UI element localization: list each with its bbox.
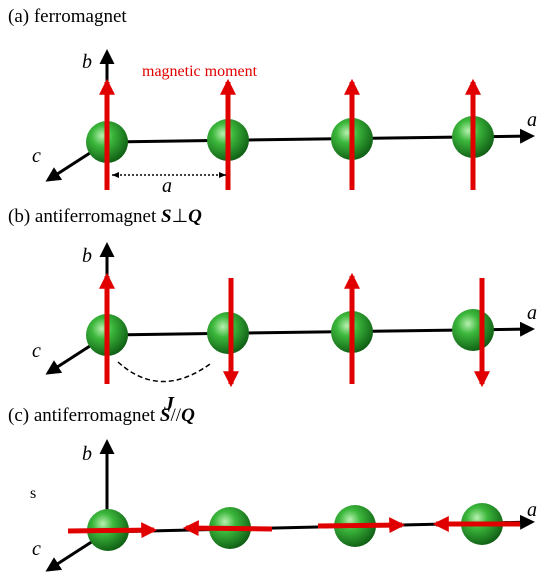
b-label: b <box>82 245 92 267</box>
title-symbol: ⊥ <box>172 206 189 227</box>
spacing-label: a <box>162 175 172 197</box>
side-text: s <box>30 485 36 502</box>
b-label: b <box>82 51 92 73</box>
a-label: a <box>527 302 537 324</box>
a-label: a <box>527 109 537 131</box>
c-label: c <box>32 145 41 167</box>
title-q: Q <box>181 405 195 426</box>
title-q: Q <box>188 206 202 227</box>
title-symbol: // <box>171 405 182 426</box>
spin-left <box>182 520 273 537</box>
panel-b: (b) antiferromagnet S⊥Q b a c J <box>8 206 537 415</box>
title-text: (b) antiferromagnet <box>8 206 161 227</box>
panel-title: (c) antiferromagnet S//Q <box>8 405 195 426</box>
title-text: (c) antiferromagnet <box>8 405 160 426</box>
spin-right <box>67 522 158 539</box>
spin-right <box>317 517 406 534</box>
a-label: a <box>527 499 537 521</box>
c-label: c <box>32 538 41 560</box>
moment-label: magnetic moment <box>142 63 258 80</box>
panel-title: (b) antiferromagnet S⊥Q <box>8 206 202 227</box>
b-label: b <box>82 443 92 465</box>
atom <box>452 309 494 351</box>
panel-a: (a) ferromagnet b a c magnetic moment a <box>8 6 537 197</box>
atom <box>207 312 249 354</box>
coupling-arc <box>117 361 211 383</box>
panel-c: (c) antiferromagnet S//Q s b a c <box>8 405 537 572</box>
title-s: S <box>160 405 171 426</box>
c-label: c <box>32 340 41 362</box>
title-s: S <box>161 206 172 227</box>
coupling-label: J <box>163 393 175 415</box>
panel-title: (a) ferromagnet <box>8 6 127 27</box>
